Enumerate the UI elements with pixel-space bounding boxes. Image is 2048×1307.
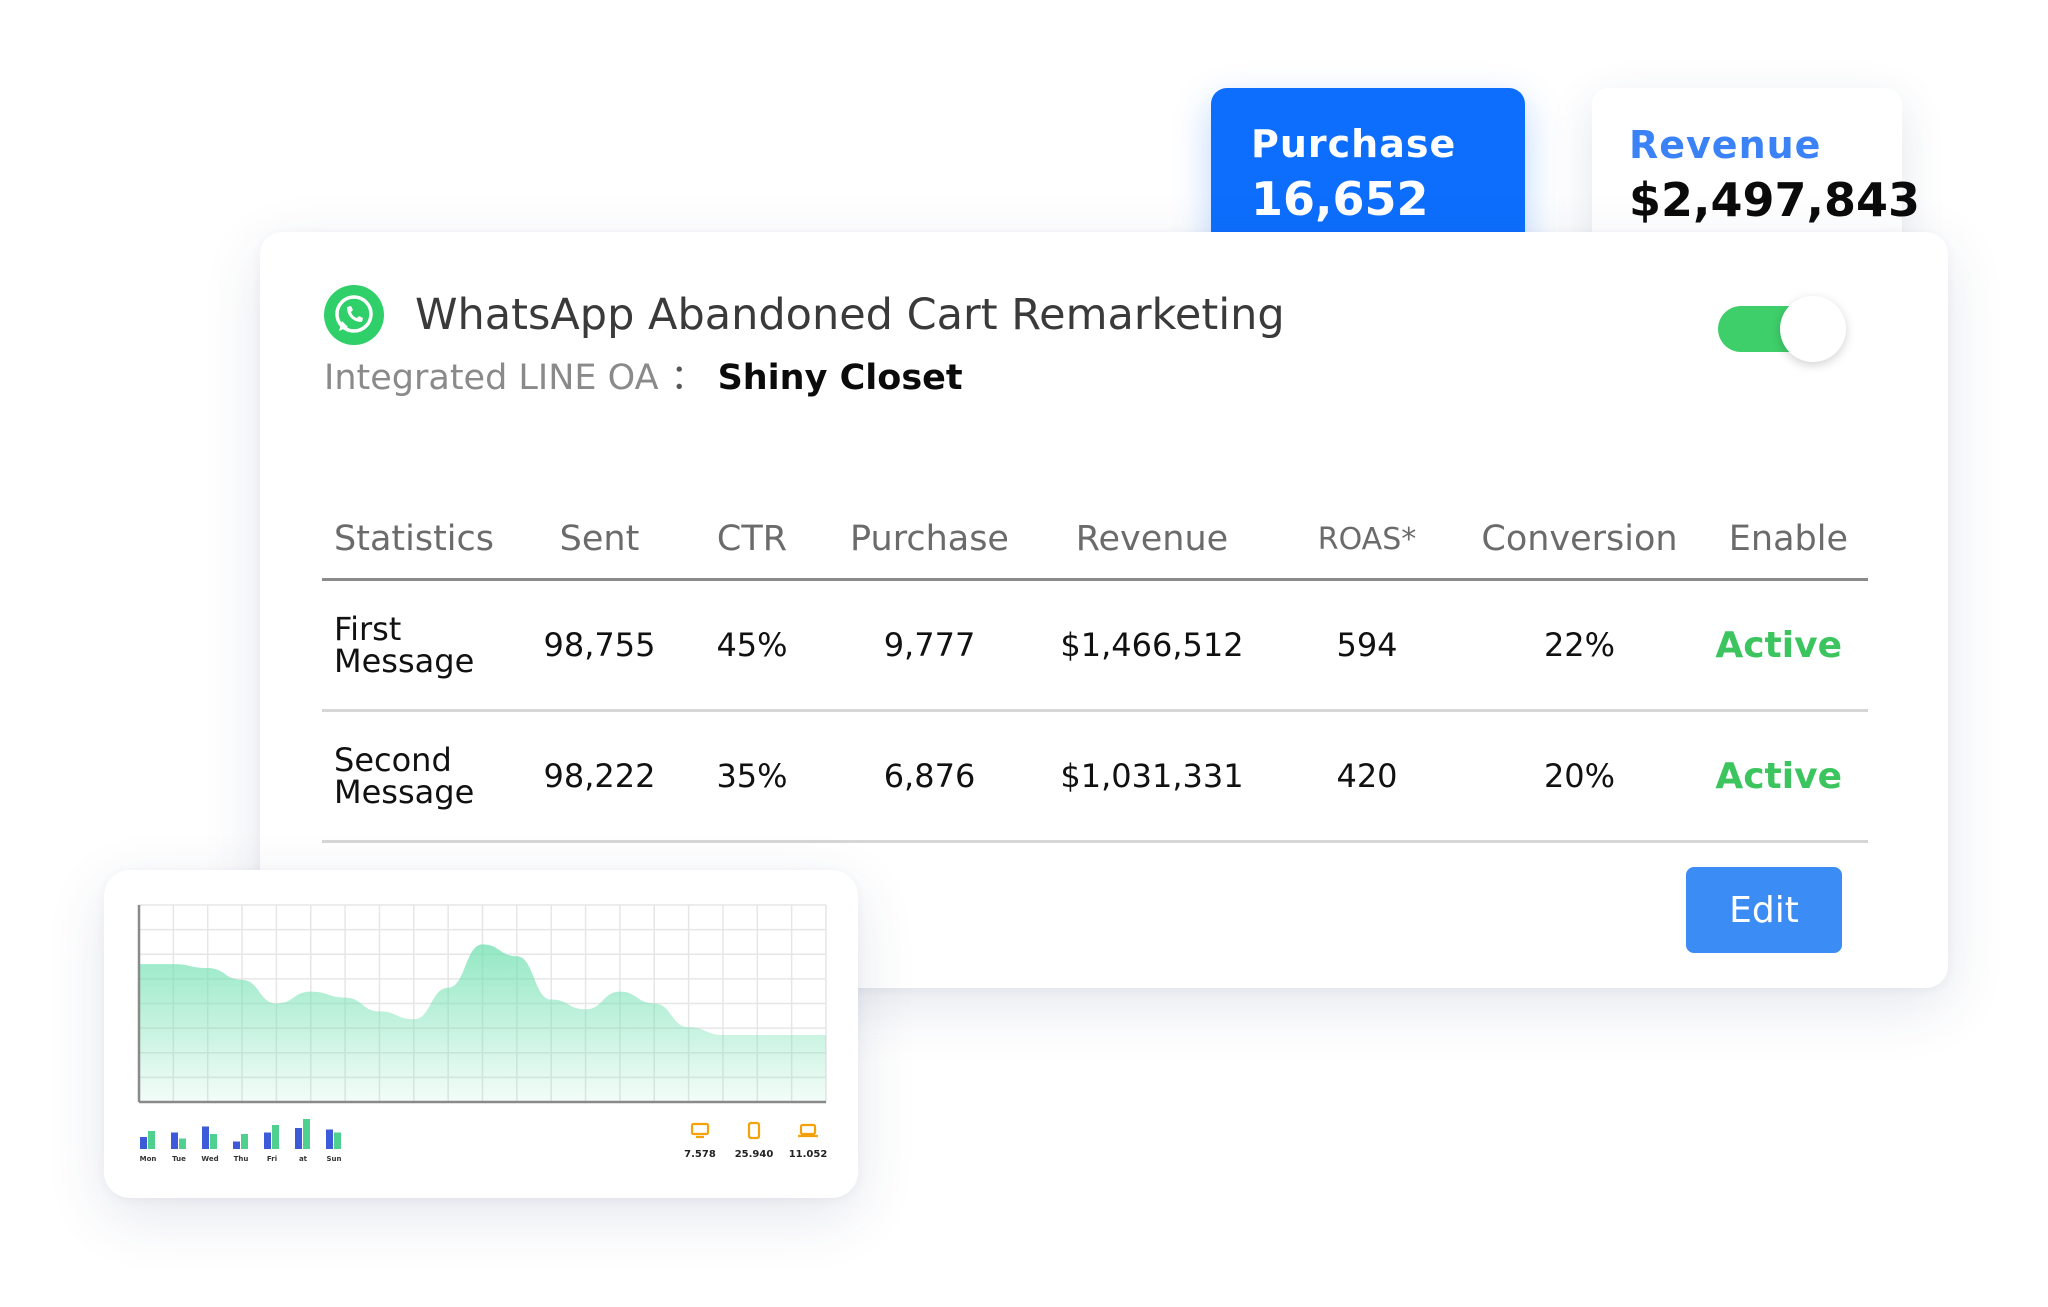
chart-area — [139, 944, 826, 1102]
table-header-row: Statistics Sent CTR Purchase Revenue ROA… — [322, 500, 1868, 581]
weekday-label: Mon — [140, 1155, 157, 1163]
whatsapp-icon — [324, 285, 384, 345]
integration-separator: ： — [670, 358, 706, 398]
weekday-label: at — [299, 1155, 308, 1163]
weekday-bar — [202, 1126, 209, 1149]
weekday-label: Tue — [172, 1155, 186, 1163]
weekday-bar — [210, 1134, 217, 1149]
weekday-bar — [171, 1132, 178, 1149]
row-status: Active — [1692, 710, 1868, 843]
integration-info: Integrated LINE OA ： Shiny Closet — [324, 357, 963, 399]
revenue-summary-value: $2,497,843 — [1629, 172, 1921, 227]
header-enable: Enable — [1692, 500, 1868, 581]
row-conversion: 20% — [1467, 710, 1692, 843]
weekday-bar — [241, 1134, 248, 1149]
area-chart: Mon Tue Wed Thu Fri at Sun 7.578 25.940 11.052 — [137, 904, 828, 1163]
integration-label: Integrated LINE OA — [324, 358, 659, 398]
table-row: Second Message 98,222 35% 6,876 $1,031,3… — [322, 710, 1868, 843]
device-value: 7.578 — [684, 1149, 716, 1160]
row-conversion: 22% — [1467, 579, 1692, 712]
mobile-icon — [747, 1121, 761, 1140]
header-ctr: CTR — [682, 500, 822, 581]
row-purchase: 6,876 — [822, 710, 1037, 843]
weekday-label: Wed — [201, 1155, 218, 1163]
row-name-line2: Message — [334, 642, 475, 680]
weekday-bar — [295, 1128, 302, 1149]
row-revenue: $1,031,331 — [1037, 710, 1267, 843]
weekday-bar — [334, 1132, 341, 1149]
row-roas: 594 — [1267, 579, 1467, 712]
header-sent: Sent — [517, 500, 682, 581]
purchase-summary-value: 16,652 — [1251, 171, 1429, 226]
row-name-line1: First — [334, 610, 402, 648]
row-revenue: $1,466,512 — [1037, 579, 1267, 712]
table-row: First Message 98,755 45% 9,777 $1,466,51… — [322, 579, 1868, 712]
weekday-bar — [326, 1129, 333, 1149]
toggle-knob — [1780, 296, 1846, 362]
device-value: 11.052 — [789, 1149, 828, 1160]
header-purchase: Purchase — [822, 500, 1037, 581]
weekday-bar — [303, 1119, 310, 1149]
integration-value: Shiny Closet — [717, 358, 963, 398]
laptop-icon — [799, 1123, 817, 1136]
weekday-bar — [179, 1138, 186, 1149]
weekday-label: Thu — [234, 1155, 249, 1163]
row-status: Active — [1692, 579, 1868, 712]
row-ctr: 45% — [682, 579, 822, 712]
weekday-label: Sun — [326, 1155, 341, 1163]
row-purchase: 9,777 — [822, 579, 1037, 712]
row-roas: 420 — [1267, 710, 1467, 843]
campaign-enable-toggle[interactable] — [1718, 296, 1846, 362]
row-name-cell: Second Message — [322, 710, 517, 843]
weekday-bar — [272, 1125, 279, 1149]
row-name-line2: Message — [334, 773, 475, 811]
row-name-line1: Second — [334, 741, 452, 779]
edit-button[interactable]: Edit — [1686, 867, 1842, 953]
header-roas: ROAS* — [1267, 500, 1467, 581]
chart-card: Mon Tue Wed Thu Fri at Sun 7.578 25.940 11.052 — [104, 870, 858, 1198]
weekday-bar — [233, 1141, 240, 1149]
row-sent: 98,222 — [517, 710, 682, 843]
row-ctr: 35% — [682, 710, 822, 843]
statistics-table: Statistics Sent CTR Purchase Revenue ROA… — [322, 500, 1868, 843]
weekday-label: Fri — [267, 1155, 277, 1163]
row-sent: 98,755 — [517, 579, 682, 712]
header-revenue: Revenue — [1037, 500, 1267, 581]
weekday-bar — [148, 1131, 155, 1149]
device-stats: 7.578 25.940 11.052 — [684, 1121, 828, 1160]
desktop-icon — [690, 1122, 710, 1136]
weekday-bar — [264, 1132, 271, 1149]
campaign-title: WhatsApp Abandoned Cart Remarketing — [415, 290, 1285, 340]
weekday-bar-chart: Mon Tue Wed Thu Fri at Sun — [140, 1119, 342, 1163]
row-name-cell: First Message — [322, 579, 517, 712]
weekday-bar — [140, 1137, 147, 1149]
header-conversion: Conversion — [1467, 500, 1692, 581]
purchase-summary-label: Purchase — [1251, 122, 1457, 166]
header-statistics: Statistics — [322, 500, 517, 581]
device-value: 25.940 — [735, 1149, 774, 1160]
revenue-summary-label: Revenue — [1629, 123, 1822, 167]
